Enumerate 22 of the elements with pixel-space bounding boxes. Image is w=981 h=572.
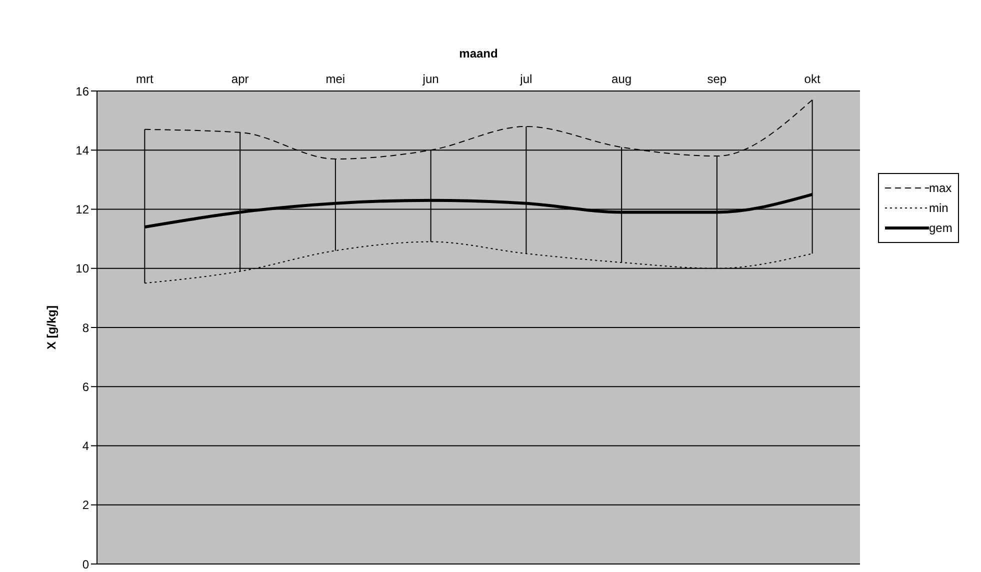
y-tick-label: 16: [76, 84, 90, 98]
y-tick-label: 12: [76, 202, 90, 217]
x-tick-label: jul: [519, 72, 532, 86]
x-tick-label: jun: [422, 72, 439, 86]
y-tick-label: 4: [82, 439, 90, 454]
x-tick-label: okt: [804, 72, 821, 86]
x-axis-title: maand: [459, 46, 498, 61]
x-tick-label: sep: [707, 72, 727, 86]
legend-label: min: [929, 201, 948, 215]
y-tick-label: 6: [82, 380, 90, 394]
y-tick-label: 8: [82, 320, 90, 335]
x-tick-label: mrt: [136, 72, 154, 86]
y-tick-label: 14: [76, 143, 90, 158]
x-tick-label: aug: [612, 72, 632, 86]
y-axis-title: X [g/kg]: [44, 306, 58, 350]
y-tick-label: 2: [82, 498, 90, 512]
y-tick-label: 10: [76, 262, 90, 276]
y-tick-label: 0: [82, 557, 90, 572]
x-tick-label: mei: [326, 72, 346, 86]
legend-label: gem: [929, 221, 952, 235]
x-tick-label: apr: [231, 72, 249, 86]
legend-label: max: [929, 181, 952, 195]
